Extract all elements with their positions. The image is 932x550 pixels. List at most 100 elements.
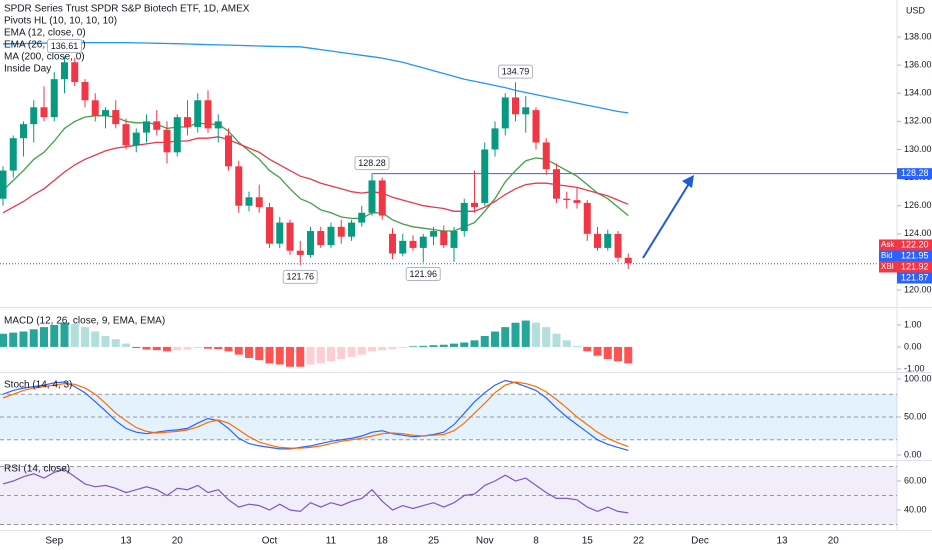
candle-body	[0, 170, 7, 199]
pane-title: Stoch (14, 4, 3)	[4, 380, 72, 391]
candle-body	[266, 207, 273, 244]
candle-body	[389, 233, 396, 254]
price-tag-label: 121.92	[901, 261, 929, 271]
candle-body	[624, 257, 632, 264]
y-tick-label: 1.00	[904, 319, 922, 329]
macd-bar	[40, 327, 48, 347]
pivot-label: 121.96	[409, 269, 437, 279]
x-tick-label: 18	[377, 536, 389, 547]
legend-item: EMA (26, close, 0)	[4, 40, 86, 51]
price-tag-name-box	[879, 250, 897, 262]
ma-line	[2, 115, 629, 232]
macd-bar	[296, 346, 305, 367]
candle-body	[214, 121, 222, 129]
candle-body	[604, 233, 612, 248]
candle-body	[91, 100, 99, 116]
candle-body	[245, 197, 253, 206]
x-tick-label: Oct	[262, 536, 278, 547]
y-tick-label: 50.00	[904, 411, 927, 421]
x-tick-label: Sep	[45, 536, 63, 547]
macd-bar	[419, 345, 428, 347]
y-tick-label: 132.00	[904, 116, 932, 126]
pivot-label: 134.79	[502, 66, 530, 76]
macd-bar	[491, 331, 499, 347]
candle-body	[153, 121, 161, 130]
candle-body	[112, 110, 120, 125]
candle-body	[594, 233, 601, 248]
macd-bar	[378, 346, 387, 351]
price-tag-name: XBI	[881, 262, 894, 271]
layer: EMA (12, close, 0)EMA (26, close, 0)MA (…	[4, 28, 932, 284]
pivot-label-box	[354, 156, 390, 171]
candle-body	[399, 240, 407, 254]
price-tag-label: 122.20	[901, 239, 929, 249]
candle-body	[501, 97, 509, 129]
candle-body	[419, 236, 427, 248]
arrow-head	[682, 175, 694, 188]
macd-bar	[19, 331, 28, 347]
candle-body	[307, 231, 314, 255]
macd-bar	[275, 346, 284, 365]
x-tick-label: Nov	[476, 536, 494, 547]
candle-body	[358, 212, 366, 223]
pane-title: MACD (12, 26, close, 9, EMA, EMA)	[4, 316, 165, 327]
macd-bar	[60, 322, 69, 347]
macd-bar	[101, 335, 110, 347]
macd-bar	[542, 327, 551, 347]
macd-bar	[142, 346, 151, 350]
candle-body	[194, 100, 202, 127]
macd-bar	[29, 329, 38, 347]
x-tick-label: 20	[172, 536, 184, 547]
macd-bar	[255, 346, 264, 361]
stoch-line	[2, 381, 629, 449]
macd-bar	[388, 346, 397, 350]
macd-bar	[368, 346, 376, 352]
candle-body	[553, 169, 560, 199]
macd-bar	[552, 333, 561, 347]
macd-bar	[132, 346, 141, 349]
candle-body	[286, 222, 294, 251]
y-tick-label: 40.00	[904, 504, 927, 514]
macd-bar	[122, 343, 130, 347]
y-tick-label: 138.00	[904, 31, 932, 41]
trend-arrow	[642, 175, 694, 259]
macd-bar	[521, 320, 530, 347]
y-tick-label: 0.00	[904, 449, 922, 459]
macd-bar	[224, 346, 233, 352]
candle-body	[30, 107, 38, 125]
macd-bar	[183, 346, 192, 350]
y-tick-label: -1.00	[904, 363, 925, 373]
candle-body	[337, 226, 345, 237]
candle-body	[102, 110, 109, 116]
legend-item: MA (200, close, 0)	[4, 52, 85, 63]
macd-bar	[511, 322, 520, 347]
candle-body	[378, 180, 386, 216]
pivot-label: 128.28	[358, 158, 386, 168]
candle-body	[583, 202, 591, 234]
candle-body	[204, 100, 212, 129]
candle-body	[71, 62, 79, 82]
macd-bar	[357, 346, 366, 355]
currency-label: USD	[906, 5, 926, 15]
macd-bar	[70, 323, 79, 347]
y-tick-label: 124.00	[904, 228, 932, 238]
candle-body	[409, 240, 417, 248]
x-tick-label: 20	[828, 536, 840, 547]
candle-body	[143, 121, 150, 133]
candle-body	[542, 142, 550, 170]
candle-body	[368, 180, 376, 213]
macd-bar	[173, 346, 182, 351]
macd-bar	[316, 346, 325, 364]
ma-line	[2, 136, 629, 214]
macd-bar	[624, 346, 633, 364]
macd-bar	[347, 346, 356, 357]
macd-bar	[460, 342, 469, 347]
candle-body	[50, 79, 58, 118]
rsi-line	[2, 468, 629, 514]
candle-body	[163, 129, 171, 153]
candle-body	[40, 107, 48, 118]
macd-bar	[9, 332, 18, 347]
x-tick-label: 15	[582, 536, 594, 547]
price-tag	[897, 250, 932, 262]
